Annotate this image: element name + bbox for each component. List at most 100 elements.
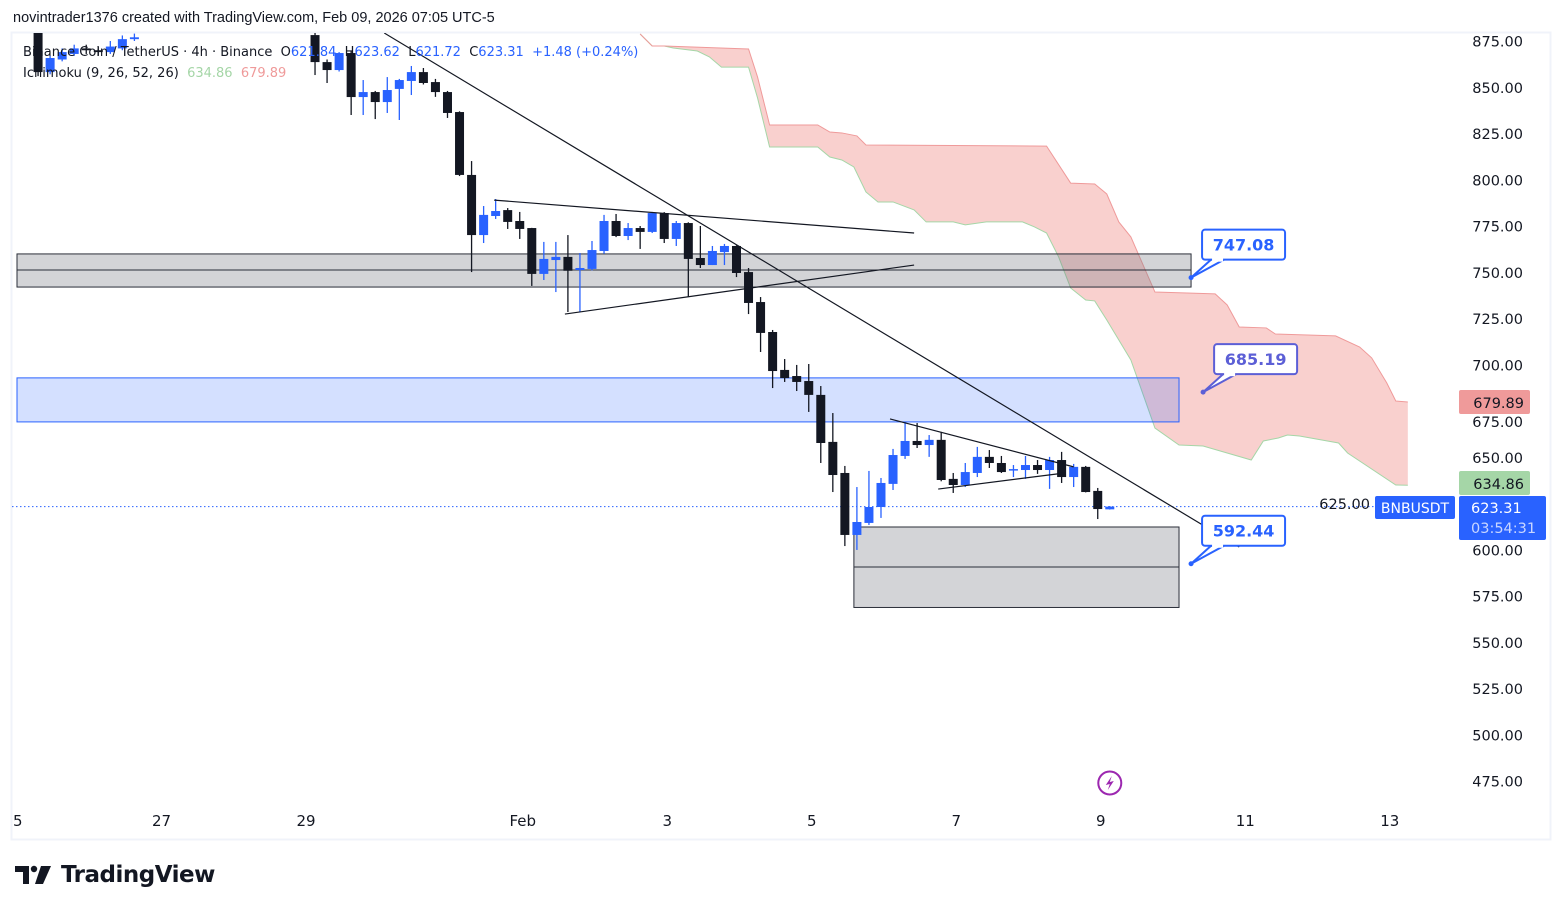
candle-up: [551, 241, 561, 293]
candle-up: [852, 487, 862, 550]
candle-down: [840, 465, 850, 547]
candle-down: [659, 212, 669, 244]
candle-down: [695, 226, 705, 268]
candle-body: [623, 228, 633, 236]
span-a-tag: 634.86: [1473, 477, 1524, 493]
blue-zone: [16, 377, 1180, 423]
candle-down: [948, 472, 958, 493]
candle-up: [491, 198, 501, 219]
candle-body: [996, 462, 1006, 473]
candle-up: [960, 462, 970, 488]
symbol-legend[interactable]: Binance Coin / TetherUS · 4h · Binance O…: [23, 45, 638, 60]
last-price-tag: 623.31: [1471, 501, 1522, 517]
price-tick-label: 650.00: [1472, 451, 1523, 467]
candle-body: [105, 46, 115, 53]
symbol-tag-bg: [1375, 496, 1455, 519]
candle-down: [635, 226, 645, 249]
candle-down: [370, 90, 380, 120]
lightning-icon[interactable]: [1097, 770, 1123, 796]
trendline: [494, 199, 915, 234]
candle-down: [322, 59, 332, 83]
price-tick-label: 550.00: [1472, 636, 1523, 652]
price-callout: 592.44: [1188, 514, 1287, 567]
time-tick-label: 7: [951, 812, 961, 830]
price-tags: 679.89 634.86 BNBUSDT 623.31 03:54:31: [1375, 390, 1546, 540]
indicator-legend[interactable]: Ichimoku (9, 26, 52, 26) 634.86 679.89: [23, 66, 286, 81]
candle-body: [852, 522, 862, 535]
indicator-value-span-a: 634.86: [187, 66, 233, 81]
candle-body: [780, 369, 790, 379]
events: [1097, 770, 1123, 796]
trendline: [938, 472, 1065, 490]
callout-box: [1201, 228, 1287, 261]
candle-down: [816, 386, 826, 463]
candle-body: [744, 272, 754, 303]
callout-joint: [1212, 257, 1224, 262]
candle-down: [996, 455, 1006, 473]
candle-body: [683, 223, 693, 259]
candle-body: [972, 456, 982, 473]
candle-up: [1045, 456, 1055, 489]
symbol-title[interactable]: Binance Coin / TetherUS · 4h · Binance: [23, 45, 273, 60]
candle-up: [888, 448, 898, 490]
price-tick-label: 500.00: [1472, 728, 1523, 744]
time-tick-label: 9: [1096, 812, 1106, 830]
span-b-tag-bg: [1459, 390, 1530, 414]
candle-down: [611, 213, 621, 238]
candle-body: [370, 92, 380, 103]
senkou-span-a-line: [639, 33, 1408, 486]
time-tick-label: 11: [1236, 812, 1255, 830]
candle-body: [563, 256, 573, 271]
candle-body: [587, 250, 597, 269]
tradingview-logo[interactable]: TradingView: [15, 862, 215, 888]
candle-body: [635, 228, 645, 232]
time-tick-label: 5: [13, 812, 23, 830]
candle-up: [599, 214, 609, 254]
candle-body: [948, 478, 958, 485]
candle-body: [876, 482, 886, 508]
tradingview-logo-icon: [15, 865, 51, 884]
change-value: +1.48 (+0.24%): [532, 45, 639, 60]
time-tick-label: 5: [807, 812, 817, 830]
zones-layer: [16, 253, 1192, 608]
candle-body: [33, 33, 43, 73]
candle-body: [442, 92, 452, 113]
indicator-value-span-b: 679.89: [240, 66, 287, 81]
candle-down: [780, 359, 790, 382]
candle-body: [756, 302, 766, 333]
candle-body: [936, 439, 946, 481]
candle-down: [912, 423, 922, 448]
candle-body: [1020, 465, 1030, 471]
candle-down: [828, 413, 838, 493]
candle-body: [659, 213, 669, 239]
candle-up: [1105, 506, 1115, 510]
candle-up: [334, 52, 344, 72]
candle-body: [900, 440, 910, 456]
candle-body: [346, 53, 356, 98]
candle-body: [768, 332, 778, 372]
candle-down: [792, 364, 802, 392]
price-tick-label: 875.00: [1472, 35, 1523, 51]
candle-body: [117, 39, 127, 49]
trendline: [383, 33, 1240, 548]
candle-up: [117, 35, 127, 51]
candle-up: [1008, 465, 1018, 478]
candle-body: [840, 472, 850, 535]
price-axis[interactable]: 875.00 850.00 825.00 800.00 775.00 750.00 725.…: [1319, 35, 1523, 791]
candle-up: [394, 78, 404, 120]
callout-value: 592.44: [1213, 522, 1275, 541]
candle-body: [792, 376, 802, 382]
time-tick-label: 3: [662, 812, 672, 830]
time-axis[interactable]: 5 27 29 Feb 3 5 7 9 11 13: [13, 812, 1399, 830]
indicator-title[interactable]: Ichimoku (9, 26, 52, 26): [23, 66, 179, 81]
candle-down: [503, 208, 513, 229]
candle-body: [45, 58, 55, 73]
candle-body: [912, 440, 922, 446]
candle-down: [346, 51, 356, 115]
candle-up: [623, 223, 633, 241]
callout-box: [1201, 514, 1287, 547]
candle-body: [719, 245, 729, 253]
candle-body: [322, 62, 332, 71]
candles: [33, 33, 1115, 550]
